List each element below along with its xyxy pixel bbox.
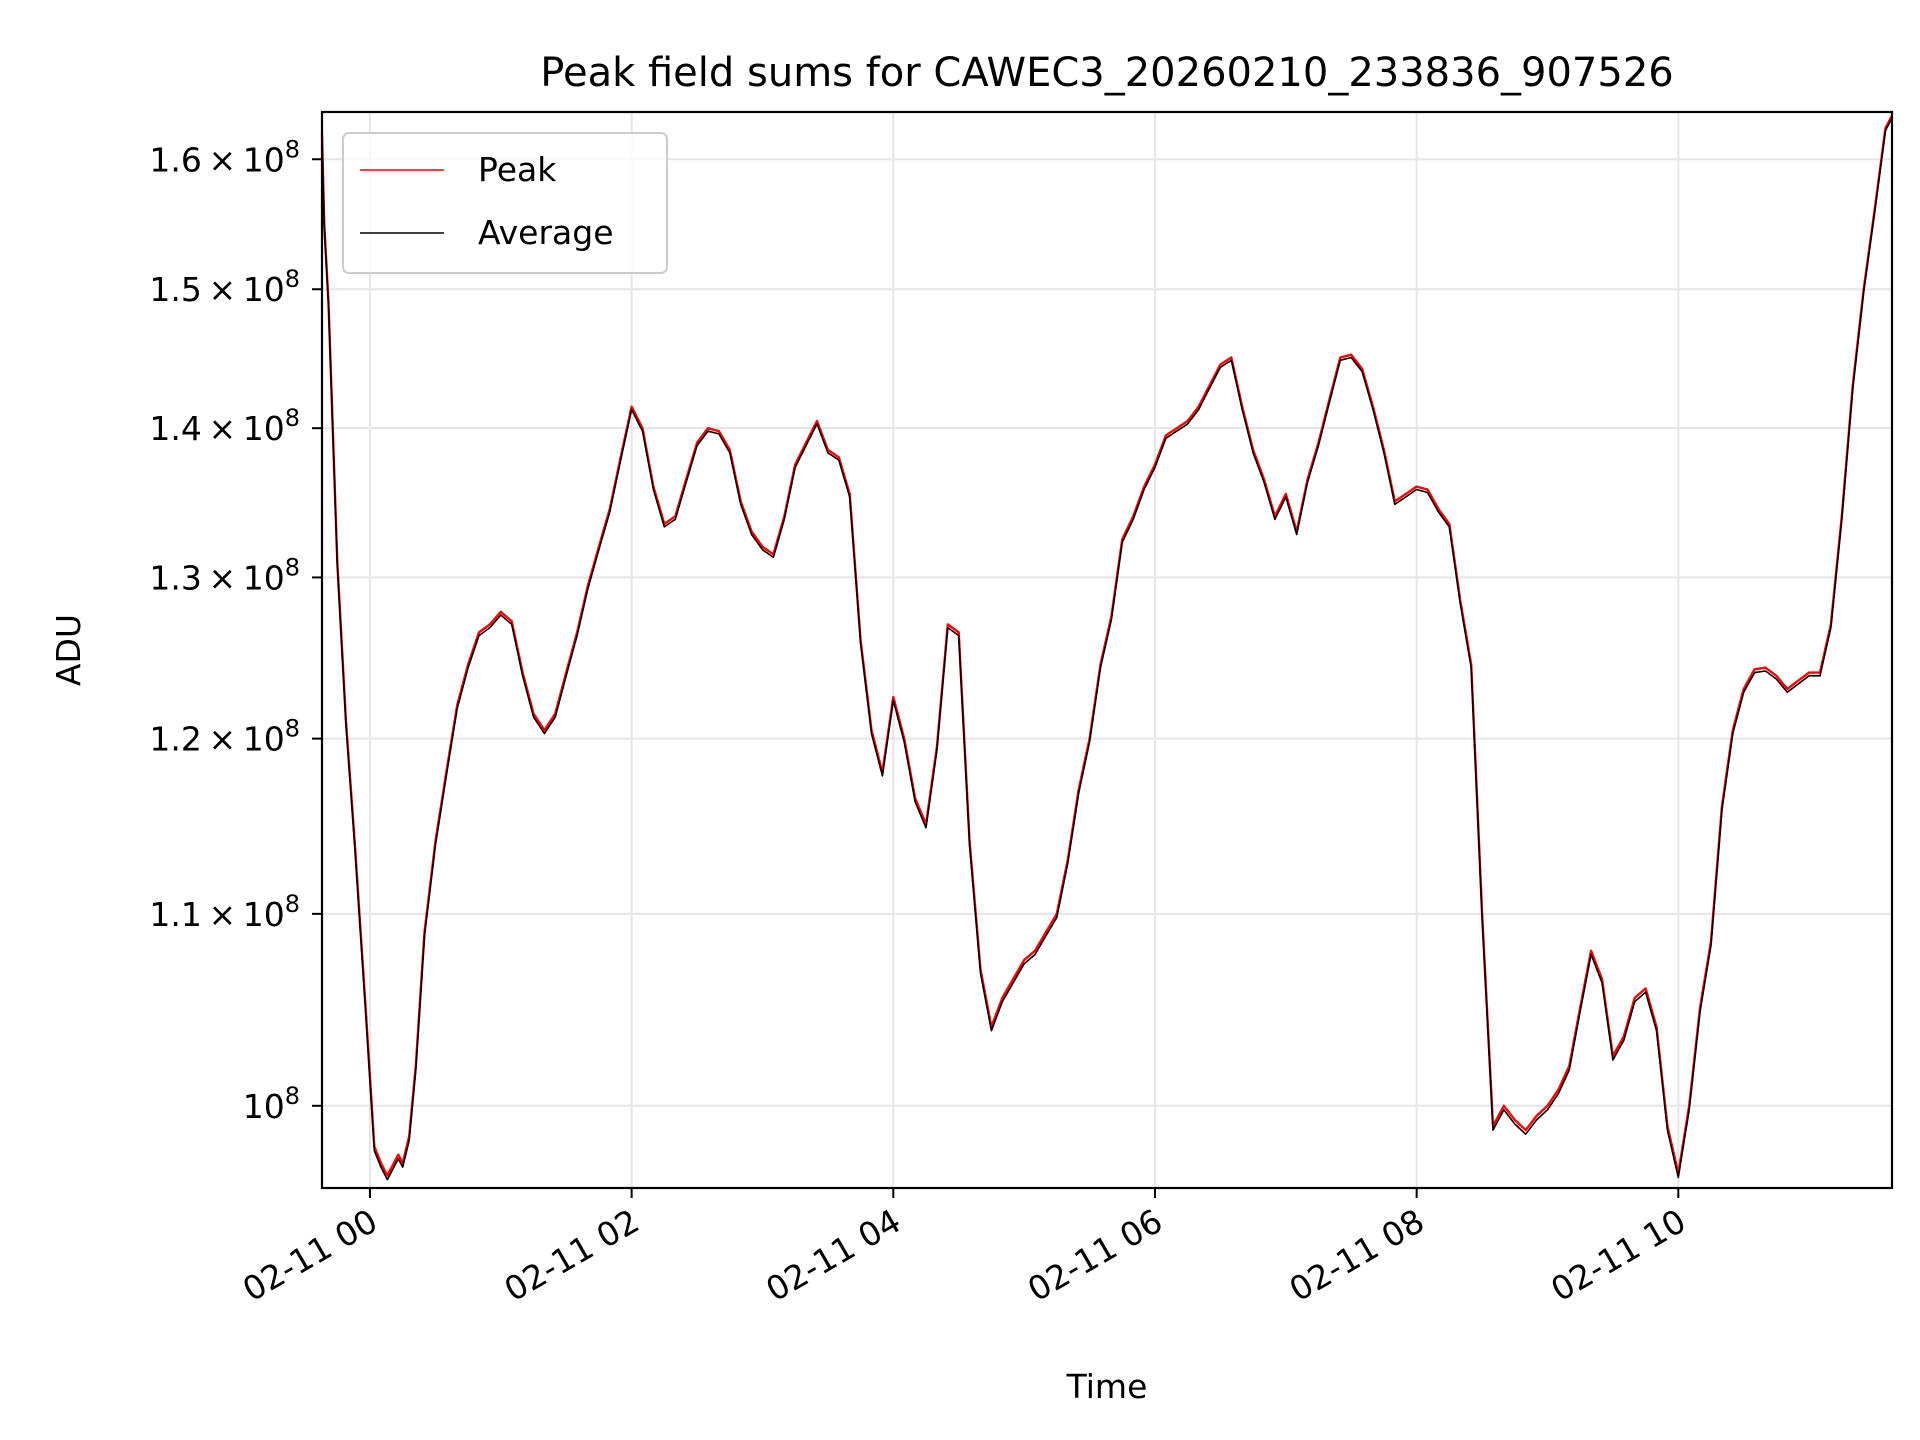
legend-peak-label: Peak xyxy=(478,150,557,189)
y-tick-label: 1.6 × 108 xyxy=(149,135,300,179)
legend-average-label: Average xyxy=(478,213,614,252)
grid-layer xyxy=(322,112,1892,1188)
series-layer xyxy=(320,115,1894,1181)
series-line-average xyxy=(321,117,1893,1181)
y-tick-label: 1.5 × 108 xyxy=(149,265,300,309)
y-axis: 108 1.1 × 108 1.2 × 108 1.3 × 108 1.4 × 108 1… xyxy=(149,135,322,1126)
y-tick-label: 1.2 × 108 xyxy=(149,715,300,759)
legend-box xyxy=(342,132,668,274)
y-tick-label: 1.1 × 108 xyxy=(149,890,300,934)
legend: Peak Average xyxy=(342,132,668,274)
y-axis-title: ADU xyxy=(49,614,88,686)
y-tick-label: 108 xyxy=(243,1082,300,1126)
plot-frame xyxy=(320,110,1894,1190)
x-axis-title: Time xyxy=(1066,1367,1148,1406)
y-tick-label: 1.4 × 108 xyxy=(149,404,300,448)
chart-title: Peak field sums for CAWEC3_20260210_2338… xyxy=(540,50,1673,96)
y-tick-label: 1.3 × 108 xyxy=(149,553,300,597)
